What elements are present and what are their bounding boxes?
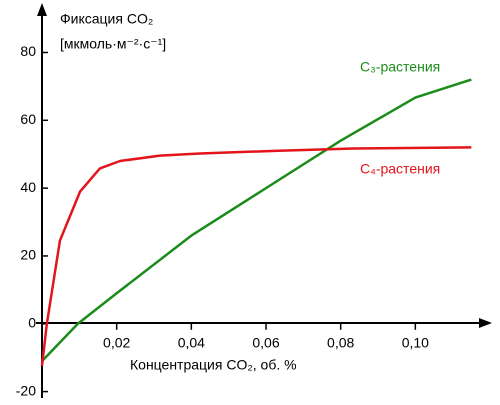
y-tick-label: 20 [20,247,36,263]
x-axis-label: Концентрация CO₂, об. % [130,357,297,373]
x-tick-label: 0,06 [252,334,279,350]
x-tick-label: 0,02 [103,334,130,350]
chart-subtitle: [мкмоль·м⁻²·с⁻¹] [60,36,166,52]
y-axis-arrow [37,3,47,16]
y-tick-label: 0 [28,314,36,330]
y-tick-label: 60 [20,111,36,127]
chart-title: Фиксация CO₂ [60,11,153,27]
x-tick-label: 0,10 [402,334,429,350]
x-axis-arrow [479,318,492,328]
line-series [41,78,472,362]
line-series [40,146,472,366]
legend-label: C₄-растения [360,161,440,177]
x-tick-label: 0,04 [178,334,205,350]
y-tick-label: -20 [16,382,36,398]
y-tick-label: 80 [20,43,36,59]
y-tick-label: 40 [20,179,36,195]
legend-label: C₃-растения [360,59,440,75]
x-tick-label: 0,08 [327,334,354,350]
